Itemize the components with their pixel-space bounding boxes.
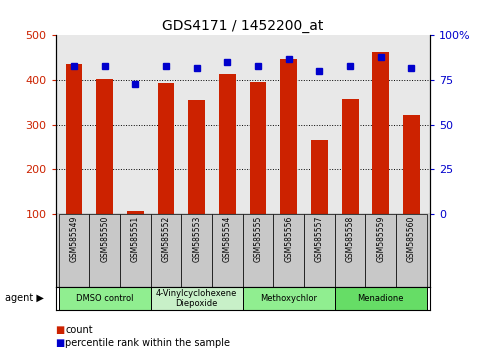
Text: GSM585560: GSM585560 bbox=[407, 216, 416, 262]
Text: agent ▶: agent ▶ bbox=[5, 293, 43, 303]
Bar bbox=[280, 59, 297, 214]
Bar bbox=[243, 214, 273, 287]
Bar bbox=[243, 287, 335, 310]
Bar bbox=[396, 214, 427, 287]
Title: GDS4171 / 1452200_at: GDS4171 / 1452200_at bbox=[162, 19, 324, 33]
Bar bbox=[403, 114, 420, 214]
Bar bbox=[366, 214, 396, 287]
Text: GSM585558: GSM585558 bbox=[346, 216, 355, 262]
Text: count: count bbox=[65, 325, 93, 335]
Bar bbox=[273, 214, 304, 287]
Text: 4-Vinylcyclohexene
Diepoxide: 4-Vinylcyclohexene Diepoxide bbox=[156, 289, 237, 308]
Text: ■: ■ bbox=[56, 325, 65, 335]
Text: GSM585550: GSM585550 bbox=[100, 216, 109, 262]
Text: GSM585559: GSM585559 bbox=[376, 216, 385, 262]
Text: Menadione: Menadione bbox=[357, 294, 404, 303]
Bar bbox=[89, 214, 120, 287]
Bar bbox=[66, 64, 83, 214]
Bar bbox=[188, 100, 205, 214]
Bar bbox=[335, 287, 427, 310]
Text: Methoxychlor: Methoxychlor bbox=[260, 294, 317, 303]
Text: GSM585557: GSM585557 bbox=[315, 216, 324, 262]
Bar bbox=[181, 214, 212, 287]
Bar bbox=[58, 287, 151, 310]
Text: GSM585552: GSM585552 bbox=[161, 216, 170, 262]
Text: DMSO control: DMSO control bbox=[76, 294, 133, 303]
Bar bbox=[151, 287, 243, 310]
Bar bbox=[250, 82, 267, 214]
Text: ■: ■ bbox=[56, 338, 65, 348]
Bar bbox=[304, 214, 335, 287]
Text: GSM585554: GSM585554 bbox=[223, 216, 232, 262]
Bar bbox=[372, 52, 389, 214]
Text: GSM585551: GSM585551 bbox=[131, 216, 140, 262]
Bar bbox=[58, 214, 89, 287]
Bar bbox=[120, 214, 151, 287]
Text: percentile rank within the sample: percentile rank within the sample bbox=[65, 338, 230, 348]
Bar bbox=[219, 74, 236, 214]
Bar bbox=[311, 141, 328, 214]
Bar bbox=[127, 211, 144, 214]
Bar bbox=[96, 79, 113, 214]
Bar bbox=[151, 214, 181, 287]
Text: GSM585556: GSM585556 bbox=[284, 216, 293, 262]
Text: GSM585549: GSM585549 bbox=[70, 216, 78, 262]
Bar bbox=[341, 99, 358, 214]
Text: GSM585553: GSM585553 bbox=[192, 216, 201, 262]
Bar bbox=[212, 214, 243, 287]
Text: GSM585555: GSM585555 bbox=[254, 216, 263, 262]
Bar bbox=[335, 214, 366, 287]
Bar bbox=[157, 83, 174, 214]
